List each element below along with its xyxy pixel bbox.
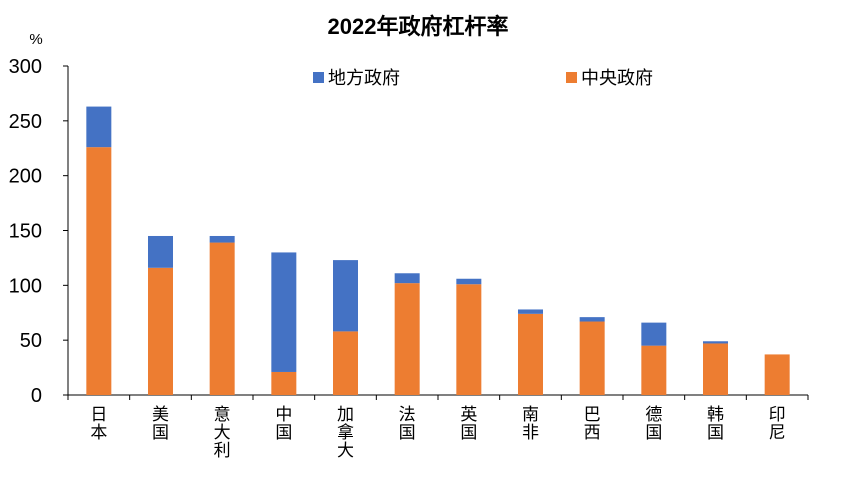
chart-title: 2022年政府杠杆率	[328, 14, 509, 39]
bar-local-government	[456, 278, 482, 285]
bar-local-government	[641, 322, 667, 346]
bar-central-government	[148, 267, 173, 395]
x-tick-label: 法	[399, 405, 416, 424]
x-tick-label: 国	[275, 423, 292, 442]
bar-central-government	[209, 242, 235, 395]
x-tick-label: 国	[460, 423, 477, 442]
bar-local-government	[579, 317, 605, 322]
x-tick-label: 英	[460, 405, 477, 424]
x-tick-label: 加	[337, 405, 354, 424]
y-tick-label: 250	[9, 111, 42, 133]
y-tick-label: 0	[31, 385, 42, 407]
bar-central-government	[641, 345, 667, 395]
bar-local-government	[333, 260, 358, 332]
bar-central-government	[518, 313, 543, 395]
x-tick-label: 大	[337, 441, 354, 460]
x-tick-label: 大	[214, 423, 231, 442]
x-tick-label: 中	[275, 405, 292, 424]
y-tick-label: 100	[9, 275, 42, 297]
bar-local-government	[271, 252, 297, 372]
bar-central-government	[579, 321, 605, 395]
x-tick-label: 国	[645, 423, 662, 442]
x-tick-label: 国	[399, 423, 416, 442]
x-tick-label: 尼	[769, 423, 786, 442]
y-tick-label: 50	[20, 330, 42, 352]
bar-central-government	[271, 371, 297, 395]
bar-local-government	[518, 309, 543, 314]
legend-label: 中央政府	[581, 68, 653, 88]
x-tick-label: 拿	[337, 422, 354, 442]
bar-local-government	[148, 235, 173, 268]
bar-central-government	[86, 147, 112, 395]
y-tick-label: 300	[9, 56, 42, 78]
x-tick-label: 利	[214, 441, 231, 460]
x-tick-label: 印	[769, 405, 786, 424]
bar-local-government	[209, 235, 235, 243]
bar-local-government	[86, 106, 112, 148]
x-tick-label: 非	[522, 423, 539, 442]
y-tick-label: 150	[9, 221, 42, 243]
legend-label: 地方政府	[328, 68, 400, 88]
x-tick-label: 韩	[707, 405, 724, 424]
bar-local-government	[703, 341, 728, 344]
x-tick-label: 德	[645, 405, 662, 424]
bar-central-government	[394, 283, 420, 395]
x-tick-label: 国	[152, 423, 169, 442]
x-tick-label: 国	[707, 423, 724, 442]
legend-swatch	[566, 72, 577, 83]
x-tick-label: 本	[90, 423, 107, 442]
x-tick-label: 美	[152, 405, 169, 424]
x-tick-label: 西	[584, 423, 601, 442]
x-tick-label: 意	[214, 405, 231, 424]
x-tick-label: 南	[522, 405, 539, 424]
legend-swatch	[313, 72, 324, 83]
x-tick-label: 巴	[584, 405, 601, 424]
bar-central-government	[333, 331, 358, 395]
y-axis-unit: %	[29, 31, 42, 48]
bar-local-government	[394, 273, 420, 284]
bar-central-government	[703, 343, 728, 395]
bar-central-government	[456, 284, 482, 395]
y-tick-label: 200	[9, 166, 42, 188]
bar-central-government	[764, 354, 790, 395]
x-tick-label: 日	[90, 405, 107, 424]
